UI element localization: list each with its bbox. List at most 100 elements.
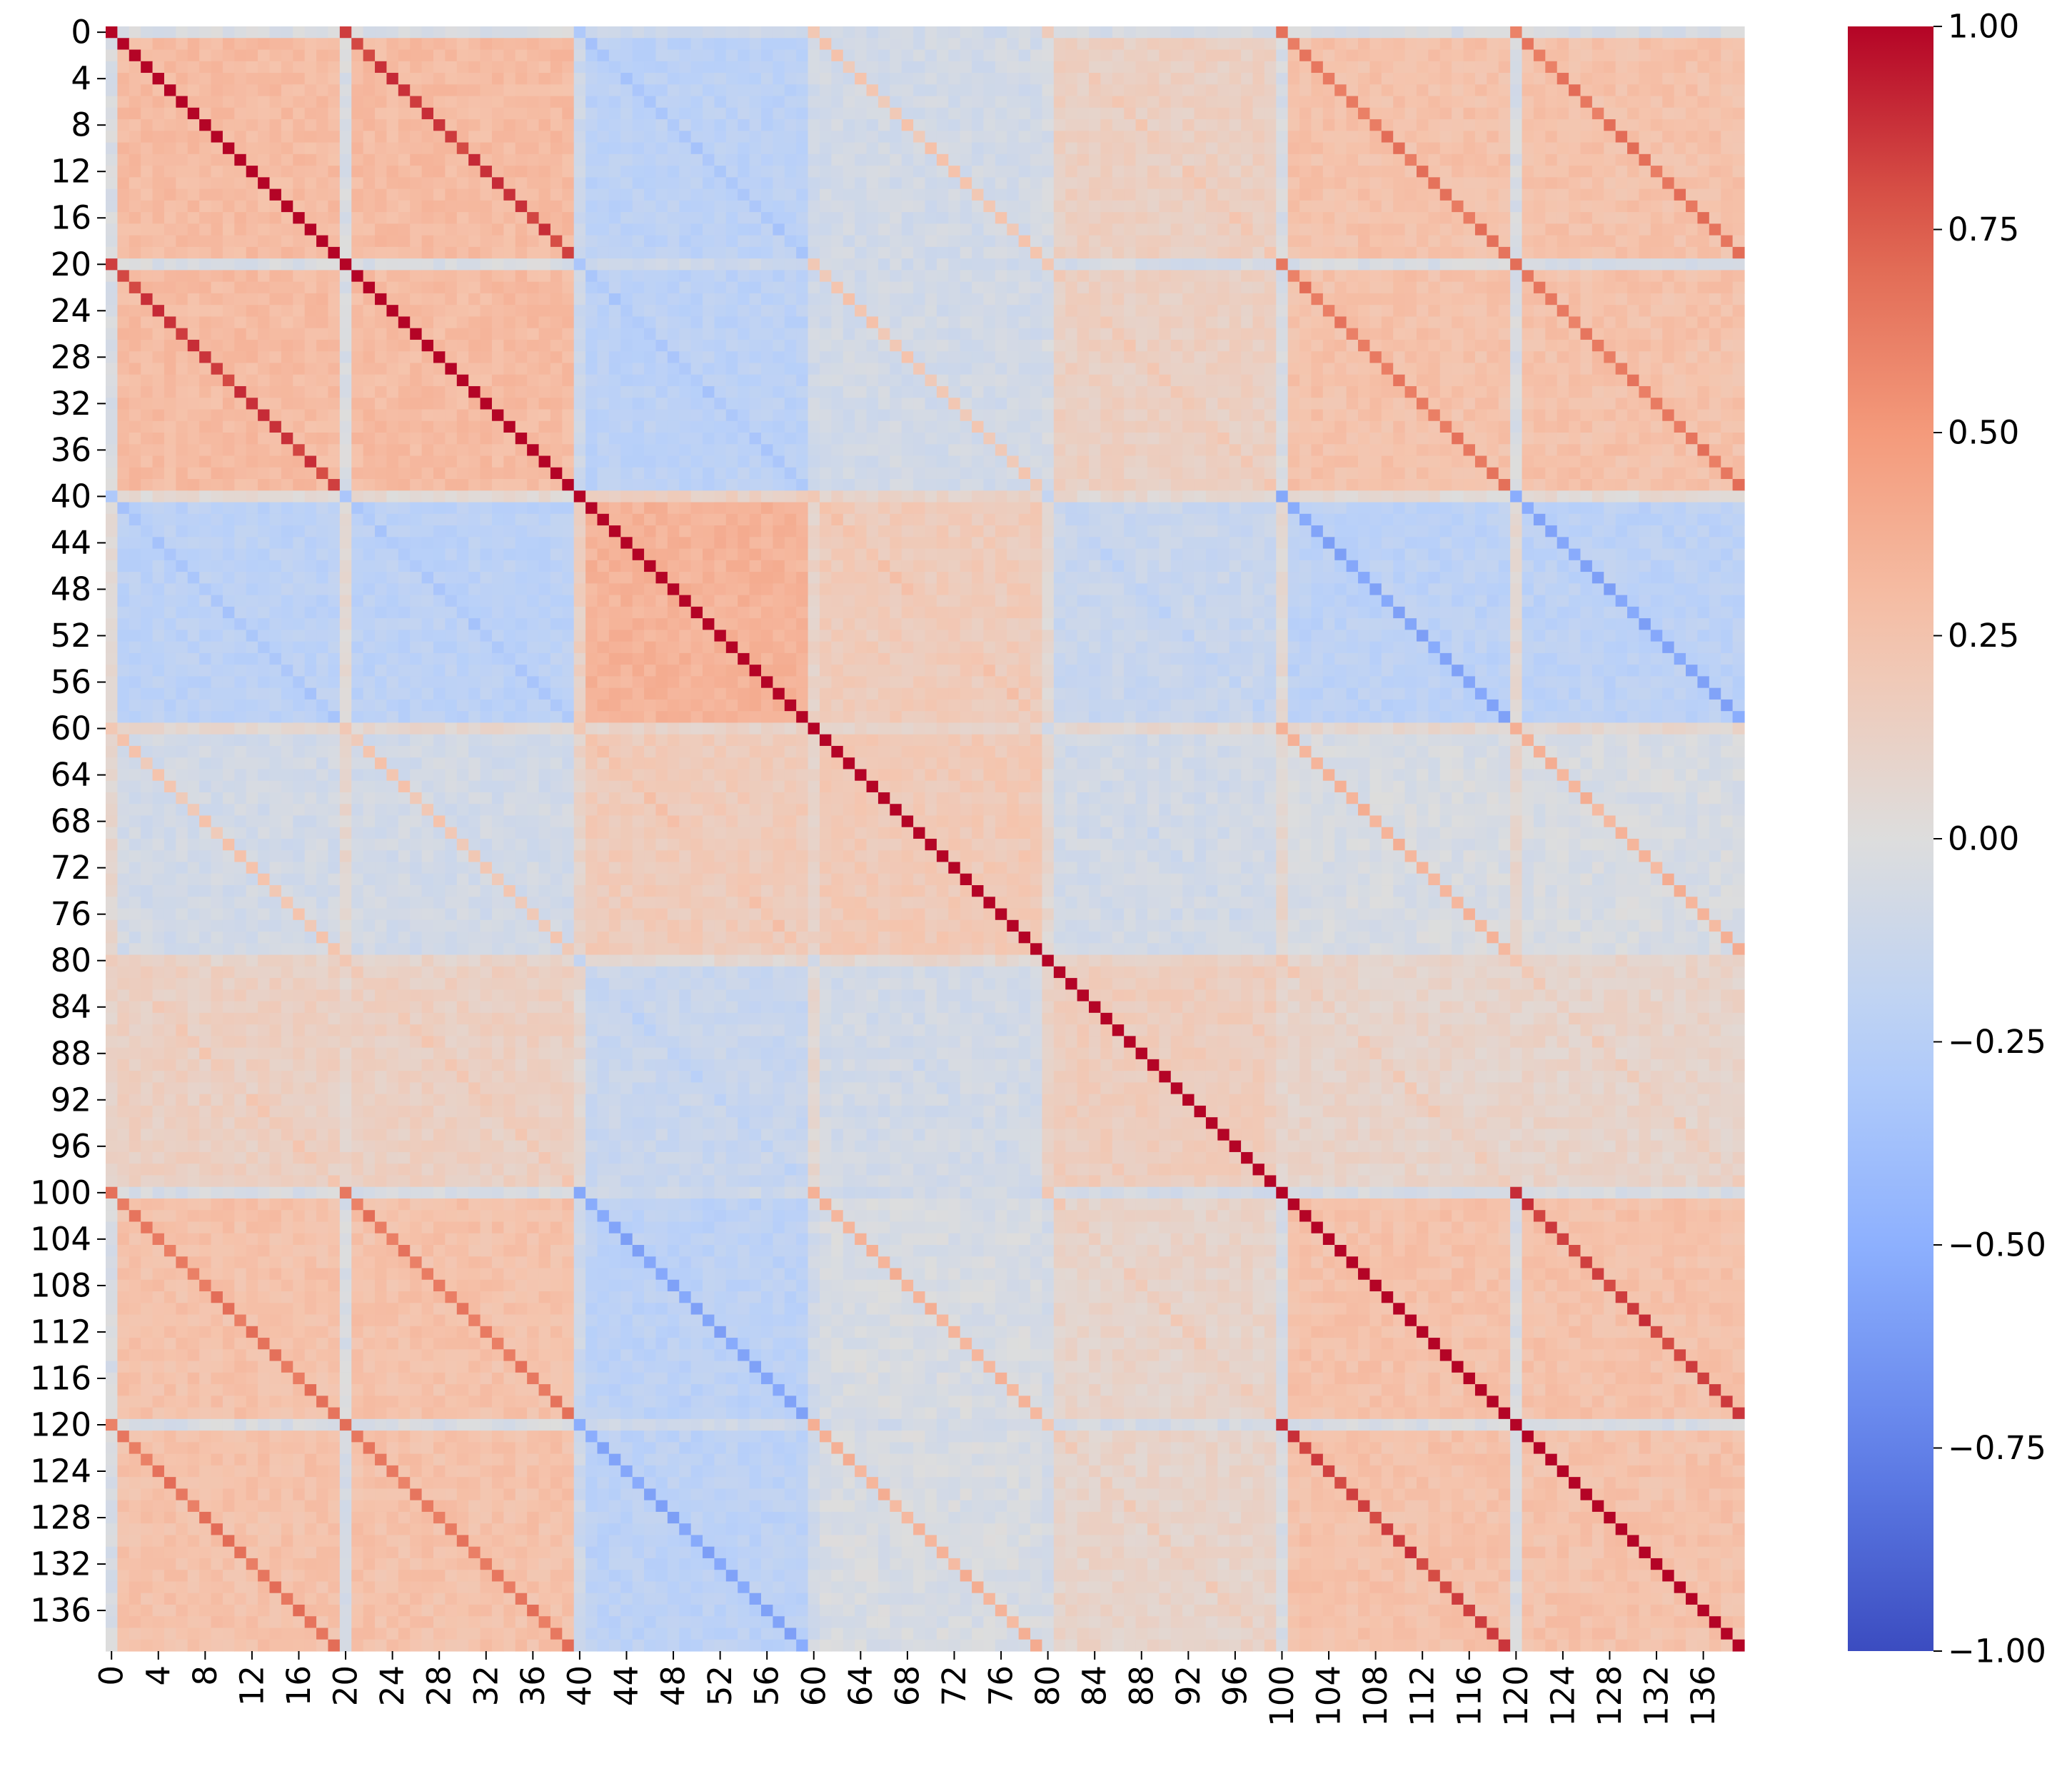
heatmap-cell [890, 258, 902, 271]
heatmap-cell [1545, 38, 1558, 51]
heatmap-cell [1615, 235, 1628, 248]
heatmap-cell [550, 177, 563, 190]
heatmap-cell [819, 61, 832, 74]
heatmap-cell [1650, 223, 1663, 236]
heatmap-cell [1065, 84, 1078, 97]
heatmap-cell [421, 316, 434, 329]
heatmap-cell [773, 131, 785, 143]
heatmap-cell [831, 177, 844, 190]
heatmap-cell [304, 258, 317, 271]
heatmap-cell [1556, 374, 1569, 387]
heatmap-cell [1662, 293, 1675, 306]
heatmap-cell [363, 96, 376, 109]
heatmap-cell [1452, 212, 1464, 224]
heatmap-cell [877, 363, 890, 375]
heatmap-cell [703, 177, 715, 190]
heatmap-cell [1627, 96, 1640, 109]
heatmap-cell [1287, 385, 1300, 398]
heatmap-cell [281, 177, 293, 190]
heatmap-cell [1252, 385, 1265, 398]
heatmap-cell [1194, 188, 1207, 201]
heatmap-cell [866, 200, 879, 213]
heatmap-cell [1452, 61, 1464, 74]
heatmap-cell [199, 49, 212, 62]
heatmap-cell [164, 339, 176, 352]
heatmap-cell [550, 131, 563, 143]
heatmap-cell [679, 84, 692, 97]
heatmap-cell [1065, 258, 1078, 271]
heatmap-cell [1217, 49, 1230, 62]
heatmap-cell [1030, 49, 1043, 62]
heatmap-cell [995, 339, 1007, 352]
heatmap-cell [1674, 61, 1686, 74]
heatmap-cell [1639, 409, 1651, 422]
heatmap-cell [1569, 84, 1581, 97]
heatmap-cell [1674, 223, 1686, 236]
heatmap-cell [234, 200, 247, 213]
heatmap-cell [983, 409, 996, 422]
heatmap-cell [1510, 166, 1523, 178]
heatmap-cell [1089, 293, 1101, 306]
heatmap-cell [398, 398, 411, 410]
heatmap-cell [304, 131, 317, 143]
heatmap-cell [573, 166, 586, 178]
heatmap-cell [1299, 281, 1312, 294]
heatmap-cell [1124, 153, 1137, 166]
heatmap-cell [1194, 270, 1207, 283]
heatmap-cell [562, 258, 575, 271]
heatmap-cell [328, 258, 341, 271]
heatmap-cell [1721, 84, 1734, 97]
heatmap-cell [1276, 200, 1289, 213]
heatmap-cell [1498, 119, 1511, 131]
heatmap-cell [258, 316, 271, 329]
heatmap-cell [491, 153, 504, 166]
heatmap-cell [1217, 131, 1230, 143]
heatmap-cell [644, 293, 657, 306]
heatmap-cell [527, 49, 540, 62]
heatmap-cell [773, 212, 785, 224]
heatmap-cell [972, 107, 985, 120]
heatmap-cell [784, 38, 797, 51]
heatmap-cell [480, 420, 493, 433]
heatmap-cell [363, 61, 376, 74]
heatmap-cell [784, 305, 797, 318]
heatmap-cell [1615, 119, 1628, 131]
heatmap-cell [363, 420, 376, 433]
heatmap-cell [1709, 131, 1721, 143]
heatmap-cell [1627, 26, 1640, 39]
heatmap-cell [1229, 328, 1242, 340]
heatmap-cell [386, 38, 399, 51]
heatmap-cell [258, 131, 271, 143]
heatmap-cell [843, 84, 855, 97]
heatmap-cell [1135, 235, 1148, 248]
heatmap-cell [597, 246, 610, 259]
heatmap-cell [1662, 270, 1675, 283]
heatmap-cell [655, 328, 668, 340]
heatmap-cell [1135, 200, 1148, 213]
heatmap-cell [1639, 49, 1651, 62]
heatmap-cell [749, 305, 762, 318]
heatmap-cell [749, 84, 762, 97]
heatmap-cell [725, 61, 738, 74]
heatmap-cell [1627, 131, 1640, 143]
heatmap-cell [316, 270, 329, 283]
heatmap-cell [936, 293, 949, 306]
heatmap-cell [164, 409, 176, 422]
heatmap-cell [1591, 328, 1604, 340]
heatmap-cell [995, 200, 1007, 213]
heatmap-cell [1487, 293, 1499, 306]
heatmap-cell [316, 409, 329, 422]
heatmap-cell [258, 235, 271, 248]
heatmap-cell [1100, 281, 1113, 294]
heatmap-cell [679, 258, 692, 271]
heatmap-cell [129, 119, 141, 131]
heatmap-cell [1205, 409, 1218, 422]
heatmap-cell [164, 223, 176, 236]
heatmap-cell [738, 374, 750, 387]
heatmap-cell [773, 38, 785, 51]
heatmap-cell [1662, 61, 1675, 74]
heatmap-cell [972, 84, 985, 97]
heatmap-cell [808, 107, 820, 120]
heatmap-cell [1252, 305, 1265, 318]
heatmap-cell [1065, 177, 1078, 190]
